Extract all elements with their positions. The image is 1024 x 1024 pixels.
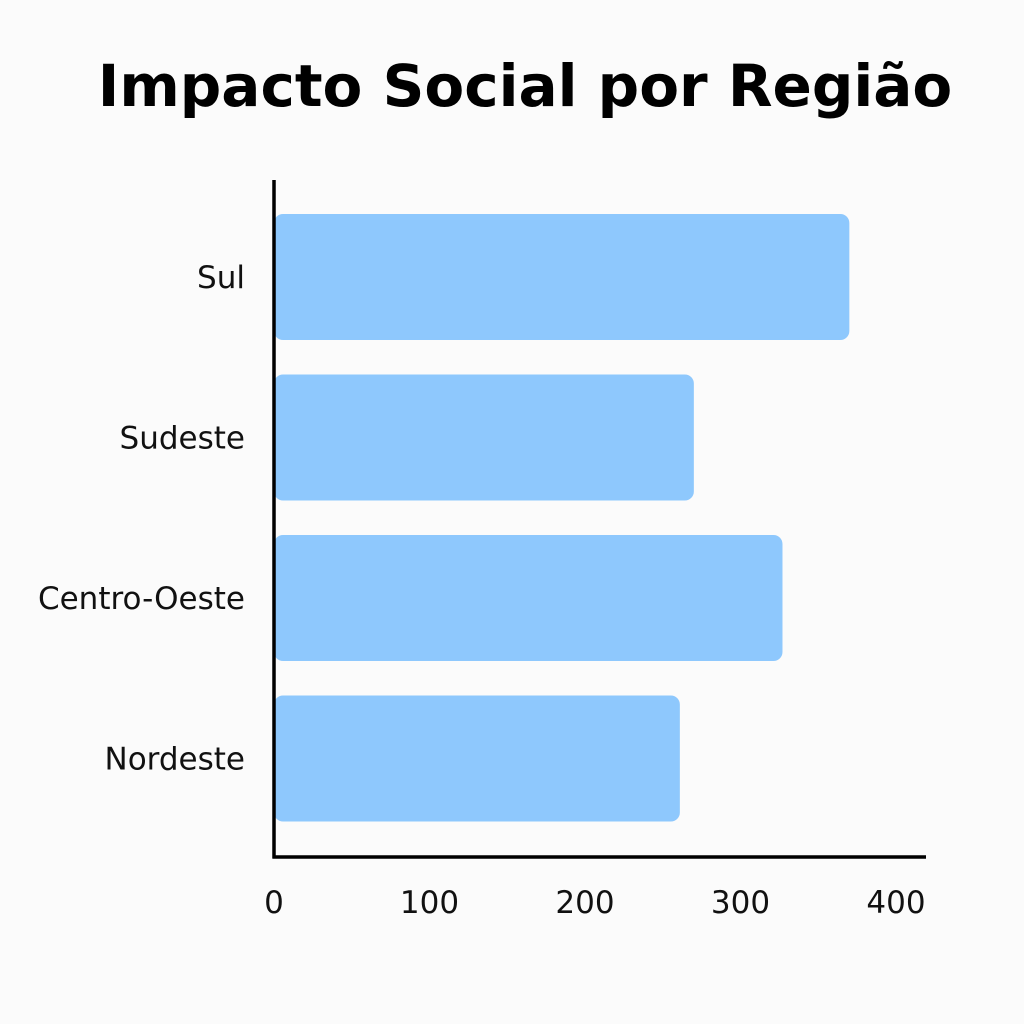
category-label: Sudeste <box>120 421 245 457</box>
category-label: Sul <box>197 260 245 296</box>
x-tick-labels: 0 100 200 300 400 <box>264 885 925 921</box>
x-tick-label: 300 <box>711 885 770 921</box>
chart-title: Impacto Social por Região <box>97 52 953 120</box>
bar-sudeste <box>274 374 694 501</box>
x-tick-label: 100 <box>400 885 459 921</box>
x-tick-label: 0 <box>264 885 284 921</box>
category-label: Nordeste <box>105 742 245 778</box>
bars-layer <box>274 214 850 822</box>
x-tick-label: 400 <box>866 885 925 921</box>
category-labels: Sul Sudeste Centro-Oeste Nordeste <box>38 260 245 778</box>
bar-nordeste <box>274 695 680 822</box>
x-tick-label: 200 <box>555 885 614 921</box>
bar-sul <box>274 214 850 340</box>
bar-centro-oeste <box>274 535 783 661</box>
category-label: Centro-Oeste <box>38 581 245 617</box>
